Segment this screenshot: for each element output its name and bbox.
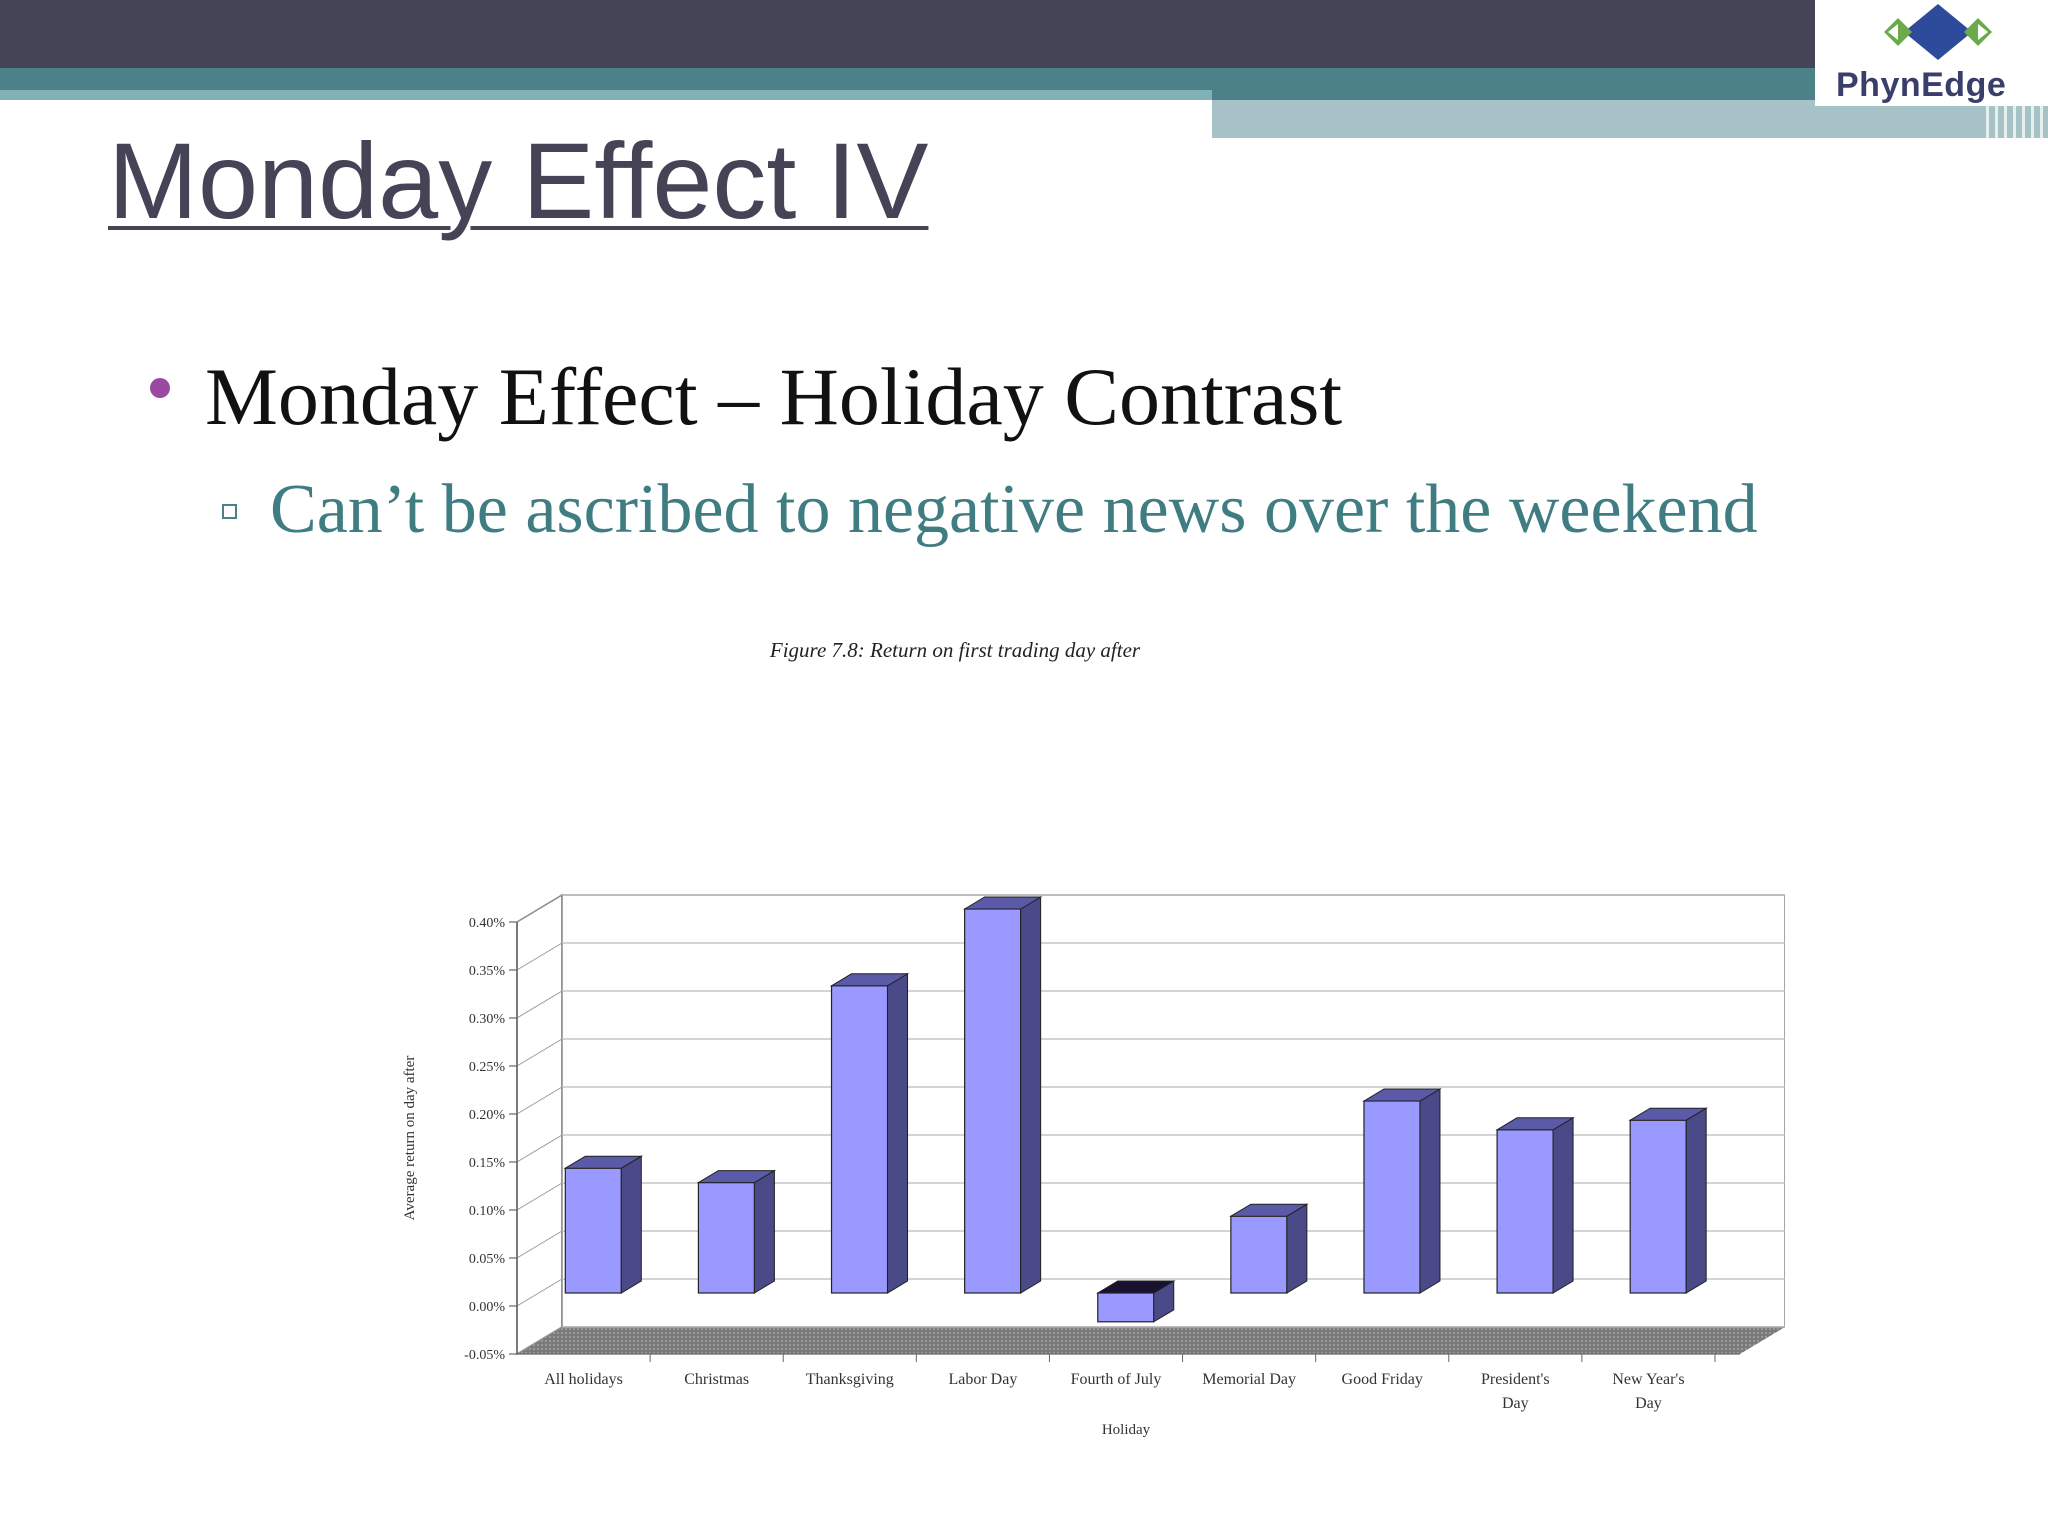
bar-side-3 [1020,896,1042,1294]
gridline-side [516,1134,563,1163]
y-axis-title: Average return on day after [402,1056,418,1221]
x-category-label: Labor Day [948,1371,1017,1388]
y-tick-label: 0.40% [469,916,506,931]
bar-2 [830,985,889,1294]
header-bar-dark [0,0,1815,68]
gridline-side [516,1278,563,1307]
bar-side-5 [1286,1203,1308,1294]
y-tick-label: 0.10% [469,1204,506,1219]
bullet-dot-icon [150,378,170,398]
bar-side-2 [887,972,909,1294]
header-stripes [1980,100,2048,138]
bullet-sub: Can’t be ascribed to negative news over … [270,471,1758,548]
bar-7 [1496,1129,1554,1294]
y-tick-label: 0.20% [469,1108,506,1123]
phynedge-logo-icon [1884,4,1992,60]
x-axis-title: Holiday [1102,1422,1151,1438]
bar-side-6 [1419,1088,1441,1294]
gridline-side [516,1182,563,1211]
x-category-label: Memorial Day [1202,1371,1296,1388]
chart-side-wall [516,893,563,1356]
bar-8 [1629,1119,1687,1294]
y-tick-label: 0.05% [469,1252,506,1267]
x-category-label: Fourth of July [1071,1371,1162,1388]
gridline-side [516,942,563,971]
bar-top-5 [1229,1203,1309,1217]
bullet-main: Monday Effect – Holiday Contrast [205,351,1343,442]
bar-6 [1363,1100,1421,1294]
y-tick-label: 0.00% [469,1300,506,1315]
gridline-side [516,990,563,1019]
chart-title: Figure 7.8: Return on first trading day … [769,638,1141,662]
x-category-label: Christmas [684,1371,749,1388]
bar-side-8 [1685,1107,1707,1294]
header-bar-teal-light [0,90,1212,100]
bar-top-8 [1628,1107,1708,1121]
bar-top-2 [829,973,910,987]
bar-3 [964,908,1022,1294]
x-category-label: Day [1635,1395,1662,1412]
x-category-label: Good Friday [1342,1371,1423,1388]
y-tick-label: 0.15% [469,1156,506,1171]
header-bar-grey [1212,100,2048,138]
bar-top-1 [696,1170,777,1184]
bar-top-0 [563,1155,644,1169]
x-category-label: New Year's [1612,1371,1684,1388]
holiday-return-chart: Figure 7.8: Return on first trading day … [402,638,1785,1438]
sub-bullet-square-icon [222,504,237,519]
bar-top-7 [1495,1117,1575,1131]
x-category-label: President's [1481,1371,1550,1388]
bar-0 [564,1167,622,1294]
bar-1 [697,1181,756,1294]
header-bar-teal [0,68,1815,90]
slide-title: Monday Effect IV [108,120,929,241]
bar-side-7 [1552,1116,1574,1294]
gridline-side [516,1326,563,1355]
header-bar-teal-right [1212,90,1815,100]
bar-4 [1097,1292,1155,1323]
y-tick-label: 0.35% [469,964,506,979]
logo-text: PhynEdge [1836,66,2007,104]
y-tick-label: 0.30% [469,1012,506,1027]
x-category-label: Thanksgiving [806,1371,894,1388]
bar-side-1 [753,1169,775,1294]
bar-side-0 [620,1155,642,1294]
x-category-label: All holidays [544,1371,623,1388]
x-category-label: Day [1502,1395,1529,1412]
gridline-side [516,1038,563,1067]
gridline-side [516,894,563,923]
bar-top-4 [1095,1280,1176,1294]
gridline-side [516,1086,563,1115]
y-tick-label: -0.05% [464,1348,505,1363]
gridline-side [516,1230,563,1259]
chart-floor [517,1327,1785,1354]
bar-top-6 [1362,1088,1442,1102]
bar-5 [1230,1215,1288,1294]
y-tick-label: 0.25% [469,1060,506,1075]
bar-top-3 [962,896,1043,910]
